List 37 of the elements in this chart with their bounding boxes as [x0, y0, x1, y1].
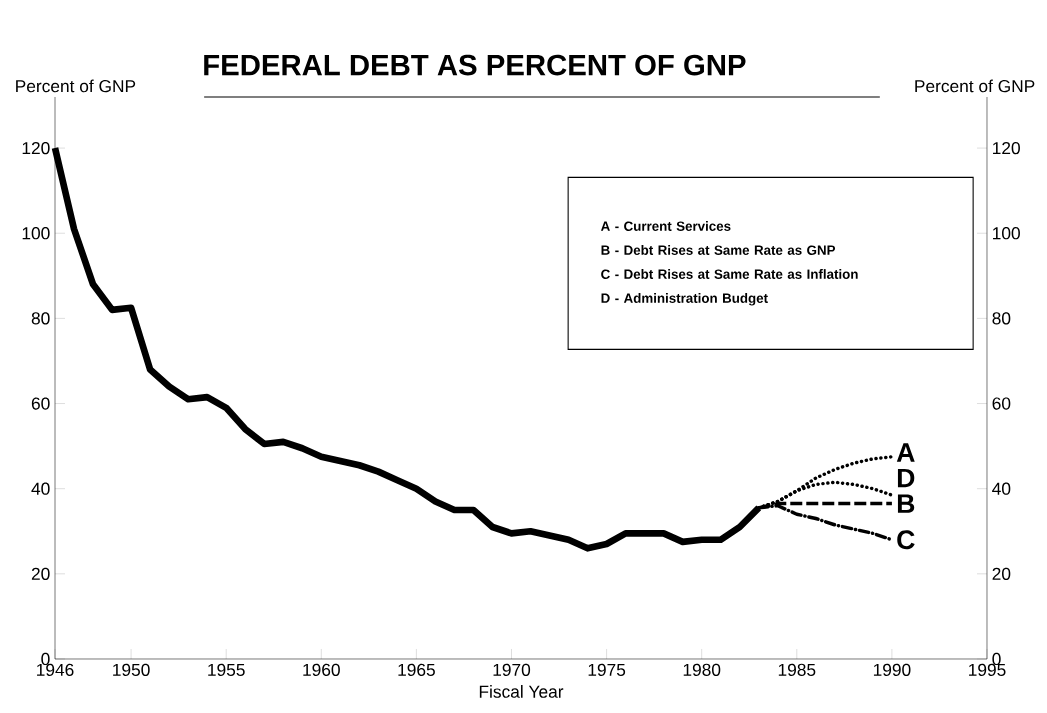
series-label: A	[896, 443, 915, 462]
y2-tick-label: 100	[993, 227, 1020, 240]
y-axis-title: Percent of GNP	[16, 79, 136, 93]
y-tick-label: 100	[22, 227, 50, 240]
y-tick-label: 60	[31, 397, 50, 410]
chart-title: FEDERAL DEBT AS PERCENT OF GNP	[204, 54, 746, 76]
y-tick-label: 40	[31, 482, 50, 495]
series-label: B	[897, 494, 915, 513]
y2-tick-label: 80	[992, 312, 1011, 325]
x-tick-label: 1960	[303, 663, 340, 676]
y2-tick-label: 60	[992, 397, 1011, 410]
y-tick-label: 0	[41, 652, 50, 666]
x-tick-label: 1965	[398, 663, 435, 676]
x-tick-label: 1985	[778, 663, 816, 676]
x-axis-title: Fiscal Year	[479, 685, 564, 698]
y2-tick-label: 0	[992, 652, 1001, 666]
x-tick-label: 1950	[113, 663, 150, 676]
annotation: D - Administration Budget	[601, 293, 768, 306]
annotation: B - Debt Rises at Same Rate as GNP	[601, 245, 836, 255]
annotation: C - Debt Rises at Same Rate as Inflation	[601, 269, 858, 279]
x-tick-label: 1980	[683, 663, 721, 676]
y2-tick-label: 20	[992, 567, 1011, 580]
y-tick-label: 20	[31, 567, 50, 580]
x-tick-label: 1990	[873, 663, 911, 676]
x-tick-label: 1970	[493, 663, 531, 676]
y2-tick-label: 40	[992, 482, 1011, 495]
y-tick-label: 80	[31, 312, 50, 325]
y2-tick-label: 120	[993, 141, 1020, 155]
annotation: A - Current Services	[600, 221, 731, 231]
series-label: C	[897, 530, 915, 550]
x-tick-label: 1955	[208, 663, 245, 676]
x-tick-label: 1995	[969, 663, 1006, 676]
y2-axis-title: Percent of GNP	[915, 79, 1035, 93]
y-tick-label: 120	[22, 141, 50, 155]
x-tick-label: 1946	[37, 663, 74, 676]
x-tick-label: 1975	[588, 663, 626, 676]
series-label: D	[897, 468, 915, 488]
